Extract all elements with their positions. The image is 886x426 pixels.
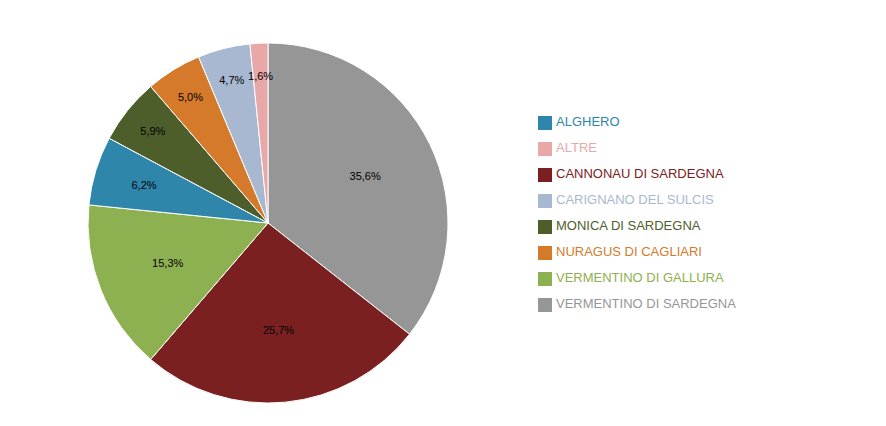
svg-text:25,7%: 25,7% [263,324,294,336]
svg-text:5,9%: 5,9% [140,125,165,137]
svg-text:15,3%: 15,3% [152,257,183,269]
svg-text:4,7%: 4,7% [219,74,244,86]
html-text:CANNONAU DI SARDEGNA: CANNONAU DI SARDEGNA [556,166,724,181]
html-text:ALTRE: ALTRE [556,140,597,155]
svg-text:35,6%: 35,6% [350,170,381,182]
html-text:ALGHERO: ALGHERO [556,114,620,129]
svg-text:6,2%: 6,2% [131,179,156,191]
html-text:MONICA DI SARDEGNA: MONICA DI SARDEGNA [556,218,701,233]
html-text:VERMENTINO DI GALLURA: VERMENTINO DI GALLURA [556,270,724,285]
html-text:CARIGNANO DEL SULCIS: CARIGNANO DEL SULCIS [556,192,714,207]
html-text:NURAGUS DI CAGLIARI: NURAGUS DI CAGLIARI [556,244,702,259]
svg-text:1,6%: 1,6% [248,70,273,82]
html-text:VERMENTINO DI SARDEGNA: VERMENTINO DI SARDEGNA [556,296,736,311]
svg-text:5,0%: 5,0% [178,91,203,103]
